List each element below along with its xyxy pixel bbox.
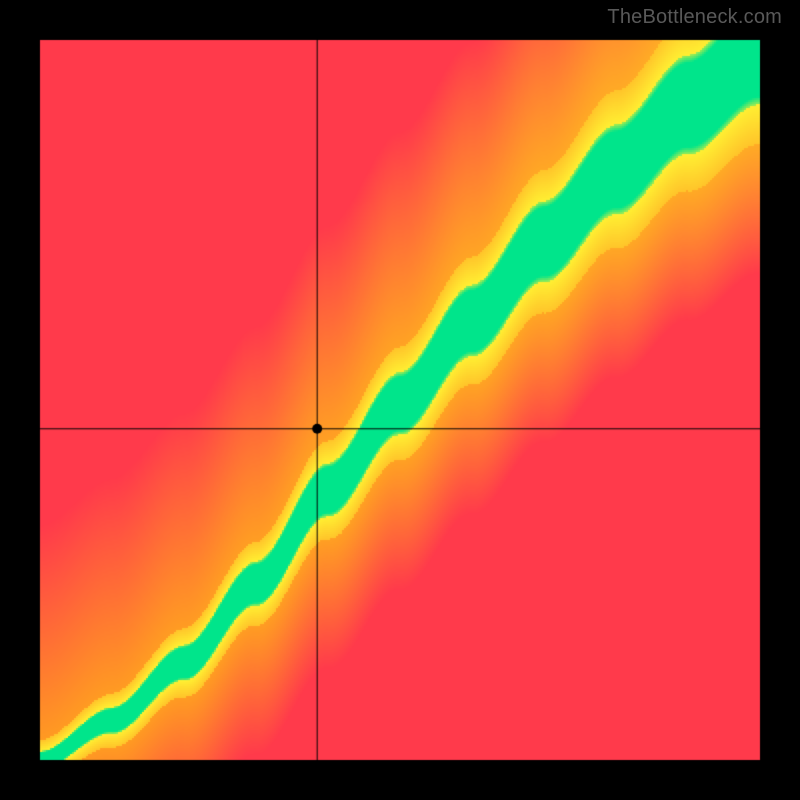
bottleneck-heatmap	[0, 0, 800, 800]
chart-container: TheBottleneck.com	[0, 0, 800, 800]
watermark-text: TheBottleneck.com	[607, 6, 782, 29]
